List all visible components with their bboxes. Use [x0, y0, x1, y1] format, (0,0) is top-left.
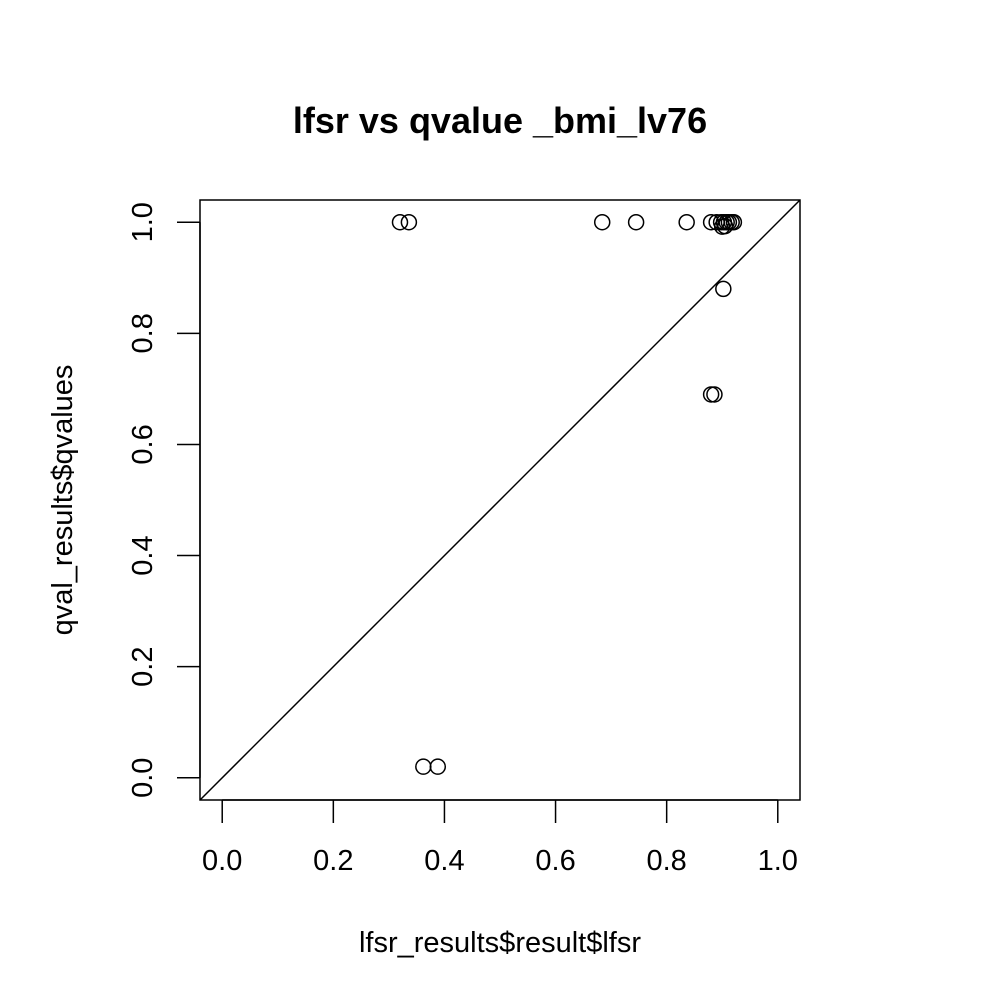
x-tick-label: 0.4 — [424, 845, 464, 877]
y-tick-label: 0.6 — [127, 424, 159, 464]
data-point — [627, 213, 645, 231]
data-point — [593, 213, 611, 231]
x-axis-label: lfsr_results$result$lfsr — [359, 927, 641, 959]
x-tick-label: 0.0 — [202, 845, 242, 877]
y-axis-label: qval_results$qvalues — [47, 365, 79, 636]
x-tick-label: 0.8 — [647, 845, 687, 877]
data-point — [725, 213, 743, 231]
x-tick-label: 0.6 — [535, 845, 575, 877]
data-point — [702, 386, 720, 403]
x-tick-label: 1.0 — [758, 845, 798, 877]
data-point — [391, 213, 409, 231]
data-point — [415, 758, 432, 775]
y-tick-label: 0.0 — [127, 758, 159, 798]
plot-marks: 0.0 0.2 0.4 0.6 0.8 1.0 0.0 0.2 0.4 0.6 0.8 1.0 — [127, 199, 801, 877]
data-point — [716, 217, 734, 235]
y-tick-label: 0.4 — [127, 535, 159, 575]
data-point — [706, 386, 723, 403]
identity-line — [199, 199, 801, 801]
y-tick-label: 0.2 — [127, 647, 159, 687]
data-point — [715, 280, 732, 298]
data-point — [678, 213, 695, 231]
x-tick-label: 0.2 — [313, 845, 353, 877]
data-point — [429, 758, 447, 775]
data-point — [400, 213, 418, 231]
chart-title: lfsr vs qvalue _bmi_lv76 — [293, 100, 707, 141]
y-tick-label: 0.8 — [127, 313, 159, 353]
y-tick-label: 1.0 — [127, 202, 159, 242]
